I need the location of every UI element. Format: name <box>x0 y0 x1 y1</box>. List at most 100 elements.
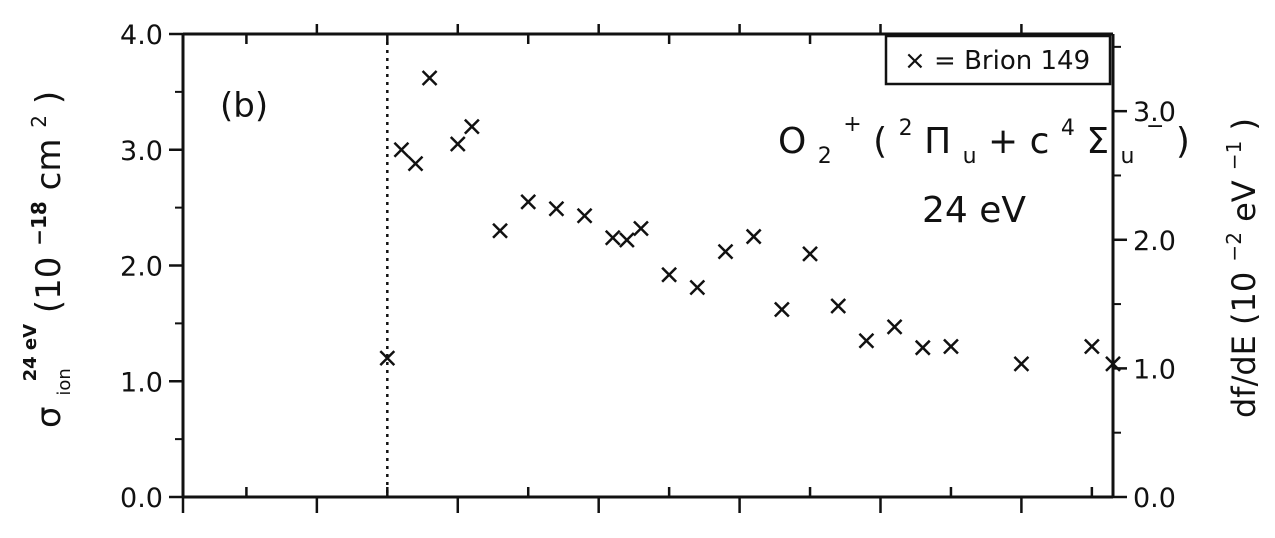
marker-stroke <box>802 246 818 262</box>
y-left-tick-label: 2.0 <box>120 252 163 283</box>
annotation-sigma-sup: 4 <box>1061 116 1075 141</box>
legend: × = Brion 149 <box>884 34 1112 86</box>
data-point <box>1013 356 1030 372</box>
y-left-tick-label: 3.0 <box>120 136 163 167</box>
marker-stroke <box>689 279 706 296</box>
marker-stroke <box>830 298 847 314</box>
y-left-tick-label: 0.0 <box>120 483 163 514</box>
marker-stroke <box>858 332 875 349</box>
data-point <box>830 298 847 314</box>
y-right-tick-label: 0.0 <box>1133 483 1176 514</box>
data-point <box>520 193 537 210</box>
marker-stroke <box>576 207 593 224</box>
axis-ticks <box>169 24 1127 513</box>
data-point <box>1083 338 1100 355</box>
y-left-units-exp: −18 <box>27 201 51 246</box>
marker-stroke <box>717 243 734 260</box>
y-left-tick-label: 4.0 <box>120 20 163 51</box>
annotation-sigma-sub: u <box>1121 144 1135 169</box>
marker-stroke <box>661 266 678 283</box>
y-right-exp: −2 <box>1222 232 1246 261</box>
data-point <box>802 246 818 262</box>
annotation-sup: + <box>843 112 861 137</box>
marker-stroke <box>407 155 424 172</box>
y-left-units-pre: (10 <box>29 257 69 314</box>
data-point <box>943 338 959 355</box>
annotation-close: ) <box>1176 121 1190 162</box>
marker-stroke <box>520 193 537 210</box>
y-left-axis-label: σ ion 24 eV (10 −18 cm 2 ) <box>5 91 79 428</box>
marker-stroke <box>463 118 480 135</box>
annotation-plus-c: + c <box>988 121 1049 162</box>
annotation-sigma-sup2: − <box>1146 114 1164 139</box>
y-right-tick-label: 2.0 <box>1133 226 1176 257</box>
y-right-post: ) <box>1225 118 1263 130</box>
data-points <box>379 70 1121 372</box>
marker-stroke <box>943 338 959 355</box>
marker-stroke <box>548 200 565 217</box>
marker-stroke <box>618 232 635 248</box>
y-right-text: df/dE (10 <box>1225 272 1263 418</box>
data-point <box>773 301 790 318</box>
marker-stroke <box>449 136 466 152</box>
y-right-tick-label: 1.0 <box>1133 354 1176 385</box>
annotation-pi-sup: 2 <box>899 116 913 141</box>
y-right-mid: eV <box>1225 180 1263 222</box>
energy-annotation: 24 eV <box>922 190 1026 231</box>
data-point <box>604 229 621 246</box>
marker-stroke <box>745 228 762 245</box>
marker-stroke <box>914 339 931 356</box>
y-left-units-exp2: 2 <box>27 115 51 128</box>
annotation-open: ( <box>873 121 887 162</box>
data-point <box>858 332 875 349</box>
data-point <box>407 155 424 172</box>
data-point <box>1105 356 1121 372</box>
marker-stroke <box>604 229 621 246</box>
tick-labels: 0.0 1.0 2.0 3.0 4.0 0.0 1.0 2.0 3.0 <box>120 20 1176 514</box>
data-point <box>548 200 565 217</box>
data-point <box>379 350 396 366</box>
data-point <box>393 141 410 158</box>
marker-stroke <box>492 222 508 239</box>
marker-stroke <box>773 301 790 318</box>
data-point <box>618 232 635 248</box>
y-left-sub: ion <box>54 368 75 395</box>
legend-entry: × = Brion 149 <box>904 46 1090 76</box>
y-left-units-post: ) <box>29 91 69 104</box>
y-right-exp2: −1 <box>1222 141 1246 170</box>
panel-label: (b) <box>220 86 268 126</box>
data-point <box>661 266 678 283</box>
data-point <box>576 207 593 224</box>
marker-stroke <box>1105 356 1121 372</box>
marker-stroke <box>633 220 649 237</box>
marker-stroke <box>379 350 396 366</box>
annotation-base: O <box>778 121 806 162</box>
annotation-sigma: Σ <box>1086 121 1109 162</box>
data-point <box>689 279 706 296</box>
data-point <box>449 136 466 152</box>
y-right-tick-label: 3.0 <box>1133 97 1176 128</box>
data-point <box>492 222 508 239</box>
data-point <box>463 118 480 135</box>
data-point <box>421 70 438 86</box>
y-left-units-mid: cm <box>29 139 69 191</box>
y-left-sigma: σ <box>29 406 69 428</box>
data-point <box>886 318 903 335</box>
marker-stroke <box>1083 338 1100 355</box>
data-point <box>717 243 734 260</box>
process-annotation: O 2 + ( 2 Π u + c 4 Σ u − ) <box>778 99 1190 172</box>
marker-stroke <box>421 70 438 86</box>
data-point <box>633 220 649 237</box>
data-point <box>914 339 931 356</box>
marker-stroke <box>886 318 903 335</box>
y-left-sup: 24 eV <box>20 324 41 382</box>
data-point <box>745 228 762 245</box>
y-right-axis-label: df/dE (10 −2 eV −1 ) <box>1211 118 1263 418</box>
legend-box <box>884 34 1112 86</box>
y-left-tick-label: 1.0 <box>120 367 163 398</box>
axes-frame <box>181 32 1115 499</box>
marker-stroke <box>1013 356 1030 372</box>
annotation-pi: Π <box>924 121 951 162</box>
annotation-pi-sub: u <box>963 144 977 169</box>
